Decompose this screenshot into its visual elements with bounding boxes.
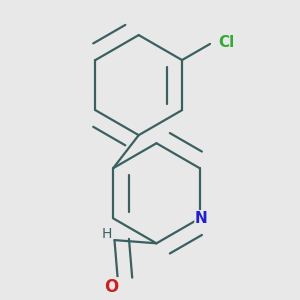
Text: N: N bbox=[195, 211, 208, 226]
Text: H: H bbox=[101, 226, 112, 241]
Text: Cl: Cl bbox=[218, 35, 234, 50]
Text: O: O bbox=[104, 278, 118, 296]
